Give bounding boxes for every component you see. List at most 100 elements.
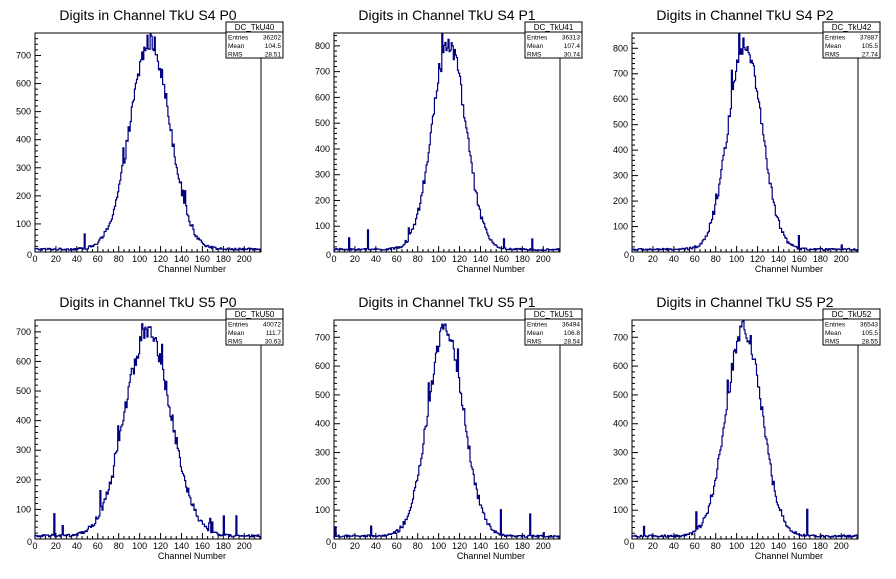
- x-tick-label: 180: [813, 254, 828, 264]
- y-tick-label: 700: [16, 327, 31, 337]
- x-tick-label: 160: [494, 254, 509, 264]
- stats-value-entries: 36494: [562, 322, 580, 329]
- x-tick-label: 40: [669, 541, 679, 551]
- stats-value-rms: 28.51: [265, 52, 282, 59]
- x-tick-label: 20: [648, 541, 658, 551]
- stats-name: DC_TkU51: [534, 310, 574, 319]
- x-tick-label: 100: [729, 254, 744, 264]
- y-tick-label-zero: 0: [27, 250, 32, 260]
- y-tick-label: 500: [16, 386, 31, 396]
- x-tick-label: 140: [771, 541, 786, 551]
- histogram-line: [333, 323, 560, 539]
- x-tick-label: 180: [515, 254, 530, 264]
- stats-label-rms: RMS: [825, 52, 840, 59]
- stats-value-entries: 36202: [263, 35, 281, 42]
- y-tick-label-zero: 0: [27, 537, 32, 547]
- x-tick-label: 0: [629, 541, 634, 551]
- y-tick-label: 700: [613, 332, 628, 342]
- stats-value-mean: 106.8: [564, 330, 581, 337]
- plot-frame: [333, 319, 561, 540]
- histogram-line: [34, 323, 261, 539]
- stats-value-mean: 107.4: [564, 43, 581, 50]
- histogram-panel: Digits in Channel TkU S4 P2 0 20 40 60 80 100 1…: [613, 7, 881, 274]
- y-tick-label: 400: [315, 419, 330, 429]
- stats-label-rms: RMS: [228, 339, 243, 346]
- x-tick-label: 80: [114, 541, 124, 551]
- y-tick-label: 500: [613, 390, 628, 400]
- x-tick-label: 120: [153, 541, 168, 551]
- stats-label-rms: RMS: [527, 52, 542, 59]
- y-tick-label: 400: [613, 419, 628, 429]
- stats-value-mean: 105.5: [862, 43, 879, 50]
- x-axis-label: Channel Number: [158, 264, 226, 274]
- y-tick-label: 100: [315, 505, 330, 515]
- x-axis-label: Channel Number: [755, 264, 823, 274]
- x-tick-label: 200: [834, 541, 849, 551]
- x-axis-label: Channel Number: [457, 264, 525, 274]
- stats-name: DC_TkU41: [534, 23, 574, 32]
- stats-label-mean: Mean: [228, 43, 245, 50]
- x-tick-label: 20: [350, 254, 360, 264]
- x-tick-label: 200: [536, 541, 551, 551]
- stats-label-entries: Entries: [527, 322, 548, 329]
- stats-name: DC_TkU40: [235, 23, 275, 32]
- plot-frame: [34, 32, 262, 253]
- plot-frame: [631, 319, 859, 540]
- stats-value-entries: 36313: [562, 35, 580, 42]
- x-axis-label: Channel Number: [158, 551, 226, 561]
- x-tick-label: 200: [237, 254, 252, 264]
- x-tick-label: 100: [431, 541, 446, 551]
- y-tick-label: 200: [613, 196, 628, 206]
- x-tick-label: 60: [392, 254, 402, 264]
- stats-label-mean: Mean: [527, 43, 544, 50]
- x-axis-label: Channel Number: [457, 551, 525, 561]
- y-tick-label: 200: [315, 195, 330, 205]
- histogram-panel: Digits in Channel TkU S5 P0 0 20 40 60 80 100 1…: [16, 294, 284, 561]
- y-tick-label: 400: [613, 145, 628, 155]
- y-tick-label: 400: [16, 135, 31, 145]
- y-tick-label: 500: [315, 118, 330, 128]
- stats-label-mean: Mean: [527, 330, 544, 337]
- stats-label-mean: Mean: [228, 330, 245, 337]
- x-tick-label: 40: [72, 541, 82, 551]
- x-tick-label: 20: [350, 541, 360, 551]
- stats-value-rms: 30.74: [564, 52, 581, 59]
- y-tick-label: 600: [16, 79, 31, 89]
- x-tick-label: 20: [648, 254, 658, 264]
- plot-frame: [631, 32, 859, 253]
- y-tick-label: 400: [315, 144, 330, 154]
- x-tick-label: 0: [629, 254, 634, 264]
- x-tick-label: 100: [132, 541, 147, 551]
- panel-title: Digits in Channel TkU S4 P2: [656, 7, 833, 23]
- x-tick-label: 180: [515, 541, 530, 551]
- stats-label-entries: Entries: [228, 322, 249, 329]
- x-axis-label: Channel Number: [755, 551, 823, 561]
- y-tick-label: 100: [16, 219, 31, 229]
- x-tick-label: 60: [93, 254, 103, 264]
- y-tick-label: 800: [315, 41, 330, 51]
- histogram-panel: Digits in Channel TkU S5 P2 0 20 40 60 80 100 1…: [613, 294, 881, 561]
- stats-box: [822, 21, 881, 59]
- x-tick-label: 140: [174, 254, 189, 264]
- stats-label-mean: Mean: [825, 43, 842, 50]
- x-tick-label: 140: [473, 254, 488, 264]
- x-tick-label: 20: [51, 254, 61, 264]
- stats-value-rms: 30.63: [265, 339, 282, 346]
- x-tick-label: 200: [536, 254, 551, 264]
- x-tick-label: 40: [371, 541, 381, 551]
- histogram-panel: Digits in Channel TkU S4 P1 0 20 40 60 80 100 1…: [315, 7, 583, 274]
- x-tick-label: 200: [834, 254, 849, 264]
- stats-value-mean: 105.5: [862, 330, 879, 337]
- stats-name: DC_TkU50: [235, 310, 275, 319]
- stats-name: DC_TkU42: [832, 23, 872, 32]
- y-tick-label: 400: [16, 416, 31, 426]
- stats-value-rms: 28.54: [564, 339, 581, 346]
- y-tick-label: 100: [16, 504, 31, 514]
- x-tick-label: 120: [750, 254, 765, 264]
- x-tick-label: 160: [494, 541, 509, 551]
- histogram-panel: Digits in Channel TkU S4 P0 0 20 40 60 80 100 1…: [16, 7, 284, 274]
- stats-label-rms: RMS: [527, 339, 542, 346]
- histogram-line: [631, 33, 858, 252]
